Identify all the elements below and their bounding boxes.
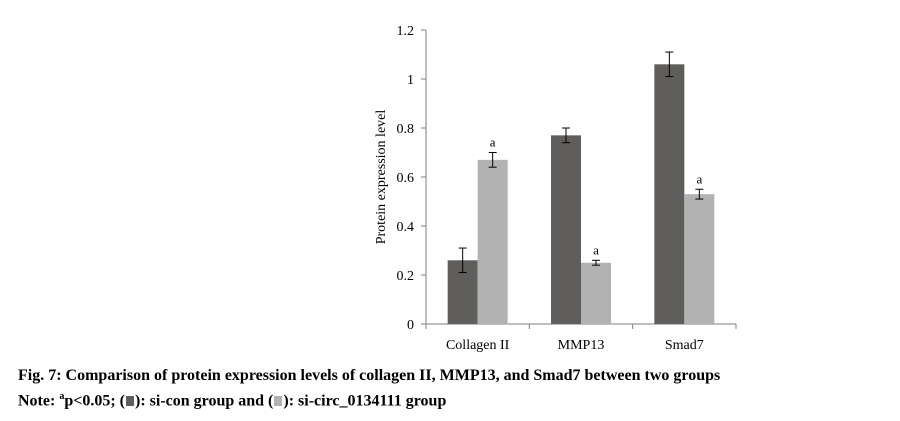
figure-note: Note: ap<0.05; ( ): si-con group and ( ): … [18,391,446,410]
y-tick-label: 1 [407,73,414,88]
y-tick-label: 0.8 [397,122,415,137]
y-axis-label: Protein expression level [374,110,389,245]
note-end: ): si-circ_0134111 group [283,392,447,410]
x-tick-label: MMP13 [558,338,605,353]
note-superscript: a [59,391,65,402]
significance-label: a [696,171,702,186]
significance-label: a [490,135,496,150]
y-tick-label: 0.6 [397,171,415,186]
bar-si-con-mmp13 [551,135,581,324]
bar-si-con-smad7 [654,64,685,325]
note-prefix: Note: [18,392,60,410]
chart-bars: a a a [447,51,715,325]
chart-axes: 0 0.2 0.4 0.6 0.8 1 1.2 Collagen II MMP13 Smad7 [397,24,737,353]
y-tick-label: 0.2 [397,269,415,284]
note-p-value: p<0.05; ( [64,392,125,410]
y-tick-label: 0 [407,318,414,333]
bar-si-circ_0134111-collagen-ii [477,159,508,324]
bar-si-circ_0134111-smad7 [684,194,715,324]
y-tick-label: 1.2 [397,24,415,39]
si-con-swatch [125,396,134,407]
y-tick-label: 0.4 [397,220,415,235]
x-tick-label: Smad7 [665,338,704,353]
bar-chart: 0 0.2 0.4 0.6 0.8 1 1.2 Collagen II MMP13 Smad7 a… [374,24,737,353]
bar-si-circ_0134111-mmp13 [581,262,611,324]
note-middle: ): si-con group and ( [134,392,274,410]
significance-label: a [593,242,599,257]
figure-caption: Fig. 7: Comparison of protein expression… [18,367,721,384]
x-tick-label: Collagen II [446,338,510,353]
si-circ-swatch [274,396,283,407]
